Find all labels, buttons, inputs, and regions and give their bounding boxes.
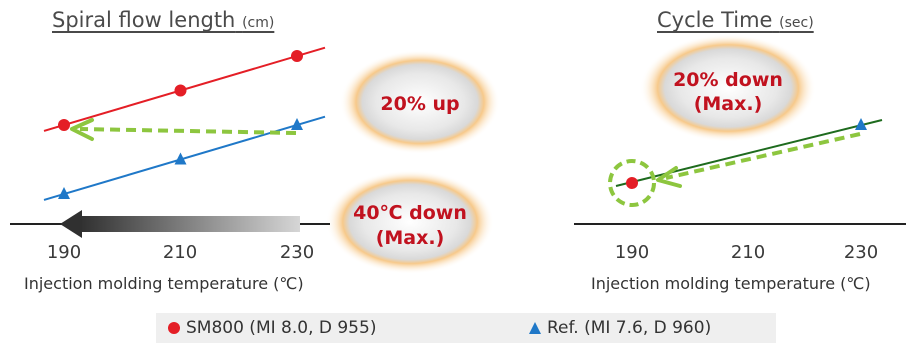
spiral-flow-panel: Spiral flow length (cm) 20% up 40℃ down … (10, 8, 500, 293)
cycle-arrow-dashed (665, 132, 861, 180)
spiral-flow-chart: 20% up 40℃ down (Max.) 190 210 230 (10, 46, 500, 274)
point-sm800-190 (58, 119, 70, 131)
tick-210: 210 (163, 242, 197, 263)
legend-label-ref: Ref. (MI 7.6, D 960) (547, 318, 712, 338)
spiral-flow-title: Spiral flow length (cm) (52, 8, 275, 32)
tick-190: 190 (47, 242, 81, 263)
callout-20-down-max: (Max.) (694, 93, 763, 115)
point-ref-230 (291, 118, 303, 130)
highlight-circle (608, 159, 656, 207)
cycle-point-ref-230 (855, 118, 867, 130)
callout-20-up-text: 20% up (380, 93, 459, 115)
point-ref-190 (58, 187, 70, 199)
point-sm800-210 (174, 84, 187, 97)
tick-210-right: 210 (731, 242, 765, 263)
tick-230-right: 230 (844, 242, 878, 263)
temperature-arrow-body (80, 216, 300, 232)
legend-item-sm800: SM800 (MI 8.0, D 955) (168, 318, 376, 338)
left-x-axis-label: Injection molding temperature (℃) (24, 274, 304, 293)
callout-40c-down (326, 170, 494, 274)
cycle-trend-line (615, 119, 883, 187)
tick-230: 230 (280, 242, 314, 263)
cycle-time-title: Cycle Time (sec) (657, 8, 814, 32)
legend-label-sm800: SM800 (MI 8.0, D 955) (186, 318, 377, 338)
right-x-axis-label: Injection molding temperature (℃) (591, 274, 871, 293)
callout-20-down (640, 34, 816, 142)
right-markers (626, 118, 867, 189)
shift-arrow-head (70, 118, 94, 141)
cycle-time-panel: Cycle Time (sec) 20% down (Max.) 190 210… (560, 0, 908, 310)
cycle-arrow-head (656, 166, 682, 188)
blue-triangle-icon (529, 322, 541, 334)
series-ref-line (43, 115, 326, 201)
shift-arrow-dashed (79, 127, 297, 135)
legend-item-ref: Ref. (MI 7.6, D 960) (529, 318, 711, 338)
legend: SM800 (MI 8.0, D 955) Ref. (MI 7.6, D 96… (156, 313, 776, 343)
point-ref-210 (174, 152, 187, 165)
red-circle-icon (168, 322, 180, 334)
callout-40c-down-max: (Max.) (376, 227, 445, 249)
callout-40c-down-text: 40℃ down (353, 202, 467, 224)
cycle-point-sm800-190 (626, 177, 638, 189)
cycle-time-chart: 20% down (Max.) 190 210 230 (574, 34, 906, 263)
left-markers (58, 50, 303, 199)
point-sm800-230 (291, 50, 303, 62)
tick-190-right: 190 (615, 242, 649, 263)
callout-20-down-text: 20% down (673, 69, 783, 91)
callout-20-up (340, 50, 500, 154)
temperature-arrow-head (60, 210, 82, 238)
